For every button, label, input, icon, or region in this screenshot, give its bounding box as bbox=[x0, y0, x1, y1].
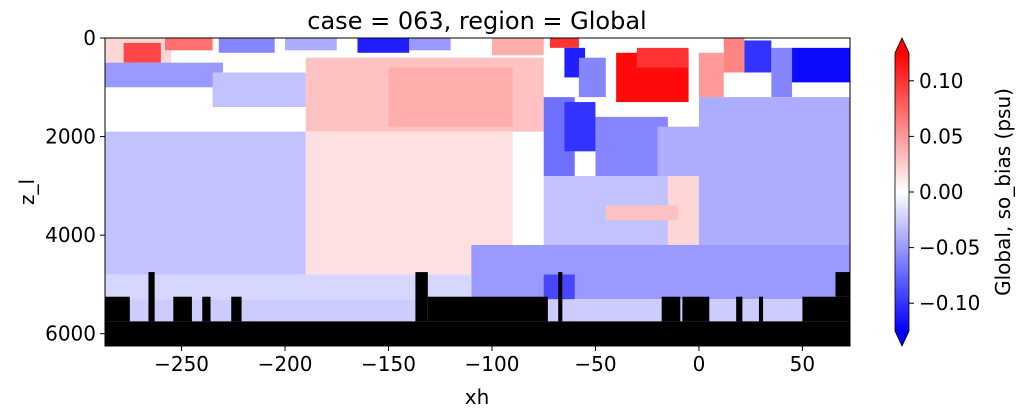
colorbar-outline bbox=[894, 37, 910, 347]
mask-cell bbox=[231, 296, 242, 322]
heatmap-cell bbox=[357, 38, 410, 53]
mask-cell bbox=[173, 296, 192, 322]
colorbar-tick-label: 0.00 bbox=[919, 180, 964, 204]
heatmap-cell bbox=[105, 131, 306, 275]
heatmap-cell bbox=[165, 38, 213, 51]
heatmap-cell bbox=[285, 38, 337, 51]
x-tick-label: −150 bbox=[361, 352, 416, 376]
heatmap-cell bbox=[471, 244, 850, 300]
y-axis-label: z_l bbox=[15, 179, 39, 205]
heatmap-cell bbox=[636, 47, 689, 68]
colorbar-tick-label: 0.05 bbox=[919, 124, 964, 148]
heatmap-cell bbox=[218, 38, 275, 53]
mask-cell bbox=[661, 296, 681, 322]
y-tick-label: 6000 bbox=[45, 322, 96, 346]
heatmap-cell bbox=[105, 62, 223, 88]
land-mask bbox=[105, 272, 850, 346]
colorbar-extend-max bbox=[895, 38, 909, 53]
x-axis: −250 −200 −150 −100 −50 0 50 bbox=[154, 346, 815, 376]
heatmap-cell bbox=[605, 205, 679, 221]
mask-cell bbox=[105, 321, 850, 346]
mask-cell bbox=[758, 296, 764, 322]
x-axis-label: xh bbox=[465, 385, 490, 409]
x-tick-label: 0 bbox=[693, 352, 706, 376]
chart-title: case = 063, region = Global bbox=[307, 7, 646, 35]
plot-frame bbox=[104, 37, 851, 347]
x-tick-label: 50 bbox=[790, 352, 815, 376]
heatmap-cell bbox=[564, 102, 596, 152]
colorbar-label: Global, so_bias (psu) bbox=[991, 88, 1015, 296]
colorbar-ticks: −0.10 −0.05 0.00 0.05 0.10 bbox=[909, 69, 980, 315]
colorbar: −0.10 −0.05 0.00 0.05 0.10 Global, so_bias (… bbox=[894, 37, 1015, 347]
colorbar-extend-min bbox=[895, 331, 909, 346]
x-tick-label: −50 bbox=[574, 352, 616, 376]
colorbar-body bbox=[895, 53, 909, 331]
y-tick-label: 4000 bbox=[45, 223, 96, 247]
heatmap-cell bbox=[744, 40, 772, 73]
heatmap-cell bbox=[105, 274, 472, 300]
mask-cell bbox=[835, 272, 850, 297]
mask-cell bbox=[558, 272, 563, 322]
mask-cell bbox=[682, 296, 710, 322]
colorbar-tick-label: 0.10 bbox=[919, 69, 964, 93]
x-tick-label: −250 bbox=[154, 352, 209, 376]
y-axis: 0 2000 4000 6000 bbox=[45, 26, 105, 346]
heatmap-cell bbox=[388, 67, 513, 127]
x-tick-label: −200 bbox=[258, 352, 313, 376]
colorbar-tick-label: −0.10 bbox=[919, 291, 980, 315]
heatmap-cell bbox=[723, 38, 745, 73]
heatmap-cells bbox=[105, 38, 850, 322]
heatmap-cell bbox=[491, 38, 544, 56]
mask-cell bbox=[802, 296, 850, 322]
mask-cell bbox=[427, 296, 548, 322]
heatmap-cell bbox=[792, 47, 850, 83]
heatmap-cell bbox=[409, 38, 451, 51]
mask-cell bbox=[105, 296, 130, 322]
heatmap-cell bbox=[212, 72, 306, 107]
heatmap-cell bbox=[549, 38, 579, 48]
mask-cell bbox=[148, 272, 155, 322]
mask-cell bbox=[202, 296, 211, 322]
heatmap-cell bbox=[578, 57, 606, 98]
heatmap-cell bbox=[595, 116, 668, 176]
mask-cell bbox=[415, 272, 428, 322]
heatmap-cell bbox=[698, 52, 724, 98]
y-tick-label: 2000 bbox=[45, 125, 96, 149]
heatmap-cell bbox=[123, 42, 161, 63]
colorbar-tick-label: −0.05 bbox=[919, 236, 980, 260]
heatmap-cell bbox=[771, 47, 793, 98]
mask-cell bbox=[736, 296, 743, 322]
y-tick-label: 0 bbox=[83, 26, 96, 50]
x-tick-label: −100 bbox=[465, 352, 520, 376]
